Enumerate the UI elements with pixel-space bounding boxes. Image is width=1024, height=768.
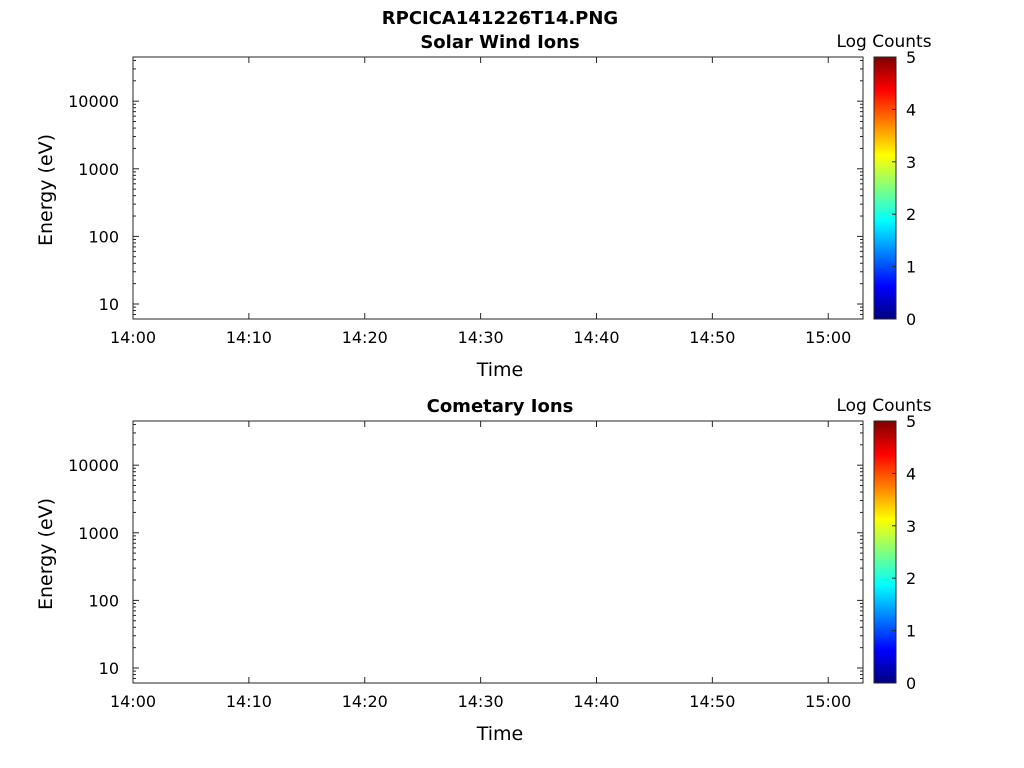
plot-frame <box>132 56 864 320</box>
x-tick-label: 14:20 <box>342 328 388 347</box>
colorbar-tick-label: 4 <box>906 464 916 483</box>
colorbar <box>873 420 897 684</box>
solar-wind-ylabel: Energy (eV) <box>35 134 57 246</box>
y-tick-label: 1000 <box>78 160 119 179</box>
colorbar-tick-label: 3 <box>906 153 916 172</box>
solar-wind-panel: Solar Wind Ions Log Counts 14:00 14:10 14:… <box>35 32 932 381</box>
colorbar-tick-label: 0 <box>906 674 916 693</box>
colorbar-tick-label: 5 <box>906 412 916 431</box>
colorbar-tick-label: 5 <box>906 48 916 67</box>
colorbar-label-bottom: Log Counts <box>836 396 931 416</box>
colorbar-tick-label: 3 <box>906 517 916 536</box>
colorbar-tick-label: 2 <box>906 569 916 588</box>
figure-title: RPCICA141226T14.PNG <box>382 8 618 29</box>
y-tick-label: 10 <box>99 659 119 678</box>
x-tick-label: 14:50 <box>689 328 735 347</box>
colorbar-tick-label: 0 <box>906 310 916 329</box>
cometary-title: Cometary Ions <box>427 396 574 417</box>
cometary-colorbar: 0 1 2 3 4 5 <box>873 412 916 693</box>
y-tick-label: 10000 <box>68 456 119 475</box>
solar-wind-colorbar: 0 1 2 3 4 5 <box>873 48 916 329</box>
x-tick-label: 14:40 <box>573 692 619 711</box>
x-tick-label: 14:40 <box>573 328 619 347</box>
colorbar-label-top: Log Counts <box>836 32 931 52</box>
y-tick-label: 10 <box>99 295 119 314</box>
y-tick-label: 100 <box>88 227 119 246</box>
x-tick-label: 14:10 <box>226 692 272 711</box>
solar-wind-xlabel: Time <box>476 359 524 381</box>
solar-wind-title: Solar Wind Ions <box>420 32 579 53</box>
y-tick-label: 100 <box>88 591 119 610</box>
colorbar-tick-label: 4 <box>906 100 916 119</box>
colorbar-tick-label: 1 <box>906 622 916 641</box>
x-tick-label: 15:00 <box>805 692 851 711</box>
cometary-axes: 14:00 14:10 14:20 14:30 14:40 14:50 15:00 10 100… <box>68 420 864 711</box>
plot-area <box>133 421 863 683</box>
x-tick-label: 15:00 <box>805 328 851 347</box>
colorbar-tick-label: 2 <box>906 205 916 224</box>
colorbar <box>873 56 897 320</box>
cometary-ylabel: Energy (eV) <box>35 498 57 610</box>
x-tick-label: 14:30 <box>458 328 504 347</box>
y-tick-label: 1000 <box>78 524 119 543</box>
x-tick-label: 14:10 <box>226 328 272 347</box>
plot-frame <box>132 420 864 684</box>
x-tick-label: 14:50 <box>689 692 735 711</box>
cometary-panel: Cometary Ions Log Counts 14:00 14:10 14:20… <box>35 396 932 745</box>
x-tick-label: 14:30 <box>458 692 504 711</box>
solar-wind-axes: 14:00 14:10 14:20 14:30 14:40 14:50 15:00 10 100… <box>68 56 864 347</box>
plot-area <box>133 57 863 319</box>
colorbar-tick-label: 1 <box>906 258 916 277</box>
x-tick-label: 14:00 <box>110 328 156 347</box>
cometary-xlabel: Time <box>476 723 524 745</box>
x-tick-label: 14:00 <box>110 692 156 711</box>
x-tick-label: 14:20 <box>342 692 388 711</box>
y-tick-label: 10000 <box>68 92 119 111</box>
